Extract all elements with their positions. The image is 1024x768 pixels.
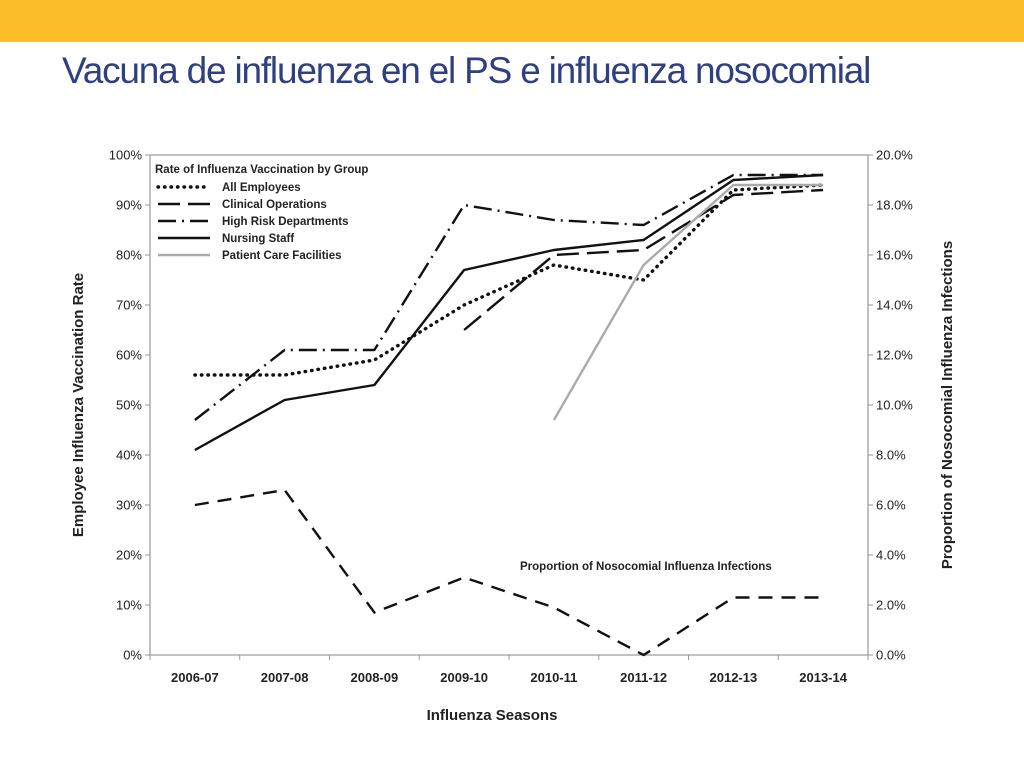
slide-title: Vacuna de influenza en el PS e influenza… <box>62 50 871 91</box>
nosocomial-infections-line <box>194 488 824 657</box>
series-line-nursing-staff <box>194 173 824 452</box>
chart-series <box>193 173 825 657</box>
y-tick-label: 40% <box>116 448 142 463</box>
chart-legend: Rate of Influenza Vaccination by Group Al… <box>155 164 368 262</box>
x-tick-label: 2008-09 <box>351 670 399 685</box>
y-axis-label: Employee Influenza Vaccination Rate <box>70 273 87 537</box>
legend-label: Nursing Staff <box>222 233 294 245</box>
y2-tick-label: 8.0% <box>876 448 906 463</box>
legend-label: Patient Care Facilities <box>222 250 342 262</box>
x-tick-label: 2010-11 <box>530 670 577 685</box>
y-tick-label: 0% <box>123 648 142 663</box>
series-line-patient-care-facilities <box>552 183 824 421</box>
legend-title: Rate of Influenza Vaccination by Group <box>155 164 368 176</box>
x-tick-label: 2013-14 <box>799 670 847 685</box>
y2-tick-label: 2.0% <box>876 598 906 613</box>
x-tick-label: 2007-08 <box>261 670 309 685</box>
legend-label: All Employees <box>222 182 301 194</box>
legend-label: High Risk Departments <box>222 216 349 228</box>
series-line-all-employees <box>193 183 825 377</box>
plot-frame <box>149 154 869 656</box>
y-tick-label: 90% <box>116 198 142 213</box>
y2-tick-label: 20.0% <box>876 148 913 163</box>
y2-tick-label: 4.0% <box>876 548 906 563</box>
y2-axis-label: Proportion of Nosocomial Influenza Infec… <box>939 241 956 569</box>
y-tick-label: 70% <box>116 298 142 313</box>
x-tick-label: 2006-07 <box>171 670 219 685</box>
series-line-high-risk-departments <box>194 173 824 421</box>
y-tick-label: 60% <box>116 348 142 363</box>
y-tick-label: 100% <box>109 148 143 163</box>
y-tick-label: 50% <box>116 398 142 413</box>
y2-tick-label: 16.0% <box>876 248 913 263</box>
nosocomial-annotation: Proportion of Nosocomial Influenza Infec… <box>520 561 772 573</box>
legend-label: Clinical Operations <box>222 199 327 211</box>
x-tick-label: 2011-12 <box>620 670 667 685</box>
series-line-clinical-operations <box>463 188 824 331</box>
x-axis-label: Influenza Seasons <box>427 707 558 724</box>
y2-tick-label: 0.0% <box>876 648 906 663</box>
y2-tick-label: 6.0% <box>876 498 906 513</box>
y-tick-label: 30% <box>116 498 142 513</box>
x-tick-label: 2012-13 <box>710 670 758 685</box>
y2-tick-label: 14.0% <box>876 298 913 313</box>
y2-tick-label: 12.0% <box>876 348 913 363</box>
top-accent-bar <box>0 0 1024 42</box>
y2-tick-label: 18.0% <box>876 198 913 213</box>
y-tick-label: 80% <box>116 248 142 263</box>
y-tick-label: 20% <box>116 548 142 563</box>
y-tick-label: 10% <box>116 598 142 613</box>
y2-tick-label: 10.0% <box>876 398 913 413</box>
x-tick-label: 2009-10 <box>440 670 488 685</box>
chart-axes: 0% 0.0% 10% 2.0% 20% 4.0% 30% 6.0% 40% 8.0% 50% 10.… <box>109 148 914 686</box>
